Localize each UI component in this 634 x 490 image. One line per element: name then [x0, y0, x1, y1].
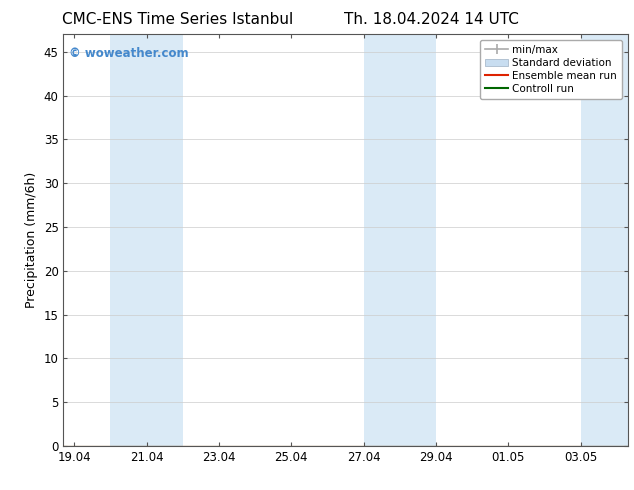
Bar [364, 34, 436, 446]
Text: © woweather.com: © woweather.com [69, 47, 189, 60]
Bar [581, 34, 628, 446]
Bar [110, 34, 183, 446]
Text: Th. 18.04.2024 14 UTC: Th. 18.04.2024 14 UTC [344, 12, 519, 27]
Text: CMC-ENS Time Series Istanbul: CMC-ENS Time Series Istanbul [62, 12, 293, 27]
Y-axis label: Precipitation (mm/6h): Precipitation (mm/6h) [25, 172, 38, 308]
Legend: min/max, Standard deviation, Ensemble mean run, Controll run: min/max, Standard deviation, Ensemble me… [480, 40, 623, 99]
